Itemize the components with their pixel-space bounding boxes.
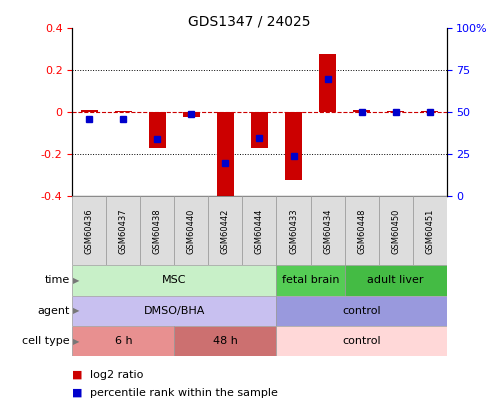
Bar (251, 112, 268, 148)
Bar (387, 111, 404, 112)
Bar (379, 196, 413, 265)
Text: GSM60450: GSM60450 (391, 208, 400, 254)
Text: ■: ■ (72, 370, 83, 379)
Text: control: control (342, 336, 381, 346)
Bar (140, 196, 175, 265)
Text: log2 ratio: log2 ratio (90, 370, 143, 379)
Bar (72, 265, 276, 296)
Bar (175, 326, 276, 356)
Text: ▶: ▶ (73, 306, 80, 315)
Text: DMSO/BHA: DMSO/BHA (144, 306, 205, 316)
Bar (209, 196, 243, 265)
Text: cell type: cell type (22, 336, 70, 346)
Bar (276, 265, 344, 296)
Bar (276, 196, 310, 265)
Text: GSM60438: GSM60438 (153, 208, 162, 254)
Bar (72, 326, 175, 356)
Bar (72, 196, 106, 265)
Text: GDS1347 / 24025: GDS1347 / 24025 (188, 14, 311, 28)
Bar (319, 53, 336, 112)
Text: GSM60442: GSM60442 (221, 208, 230, 254)
Text: GSM60444: GSM60444 (255, 208, 264, 254)
Text: 48 h: 48 h (213, 336, 238, 346)
Text: GSM60434: GSM60434 (323, 208, 332, 254)
Text: GSM60436: GSM60436 (85, 208, 94, 254)
Text: fetal brain: fetal brain (282, 275, 339, 286)
Bar (175, 196, 209, 265)
Bar (421, 111, 438, 112)
Bar (81, 110, 98, 112)
Bar (285, 112, 302, 180)
Text: ■: ■ (72, 388, 83, 398)
Text: percentile rank within the sample: percentile rank within the sample (90, 388, 278, 398)
Text: agent: agent (37, 306, 70, 316)
Bar (344, 265, 447, 296)
Text: ▶: ▶ (73, 337, 80, 346)
Text: time: time (44, 275, 70, 286)
Text: GSM60451: GSM60451 (425, 208, 434, 254)
Bar (353, 110, 370, 112)
Bar (183, 112, 200, 117)
Bar (106, 196, 140, 265)
Bar (149, 112, 166, 148)
Bar (243, 196, 276, 265)
Bar (344, 196, 379, 265)
Text: MSC: MSC (162, 275, 187, 286)
Bar (310, 196, 344, 265)
Text: GSM60440: GSM60440 (187, 208, 196, 254)
Bar (276, 296, 447, 326)
Text: GSM60437: GSM60437 (119, 208, 128, 254)
Text: ▶: ▶ (73, 276, 80, 285)
Text: adult liver: adult liver (367, 275, 424, 286)
Text: GSM60433: GSM60433 (289, 208, 298, 254)
Bar (72, 296, 276, 326)
Text: 6 h: 6 h (115, 336, 132, 346)
Bar (115, 111, 132, 112)
Bar (413, 196, 447, 265)
Text: control: control (342, 306, 381, 316)
Bar (217, 112, 234, 200)
Bar (276, 326, 447, 356)
Text: GSM60448: GSM60448 (357, 208, 366, 254)
